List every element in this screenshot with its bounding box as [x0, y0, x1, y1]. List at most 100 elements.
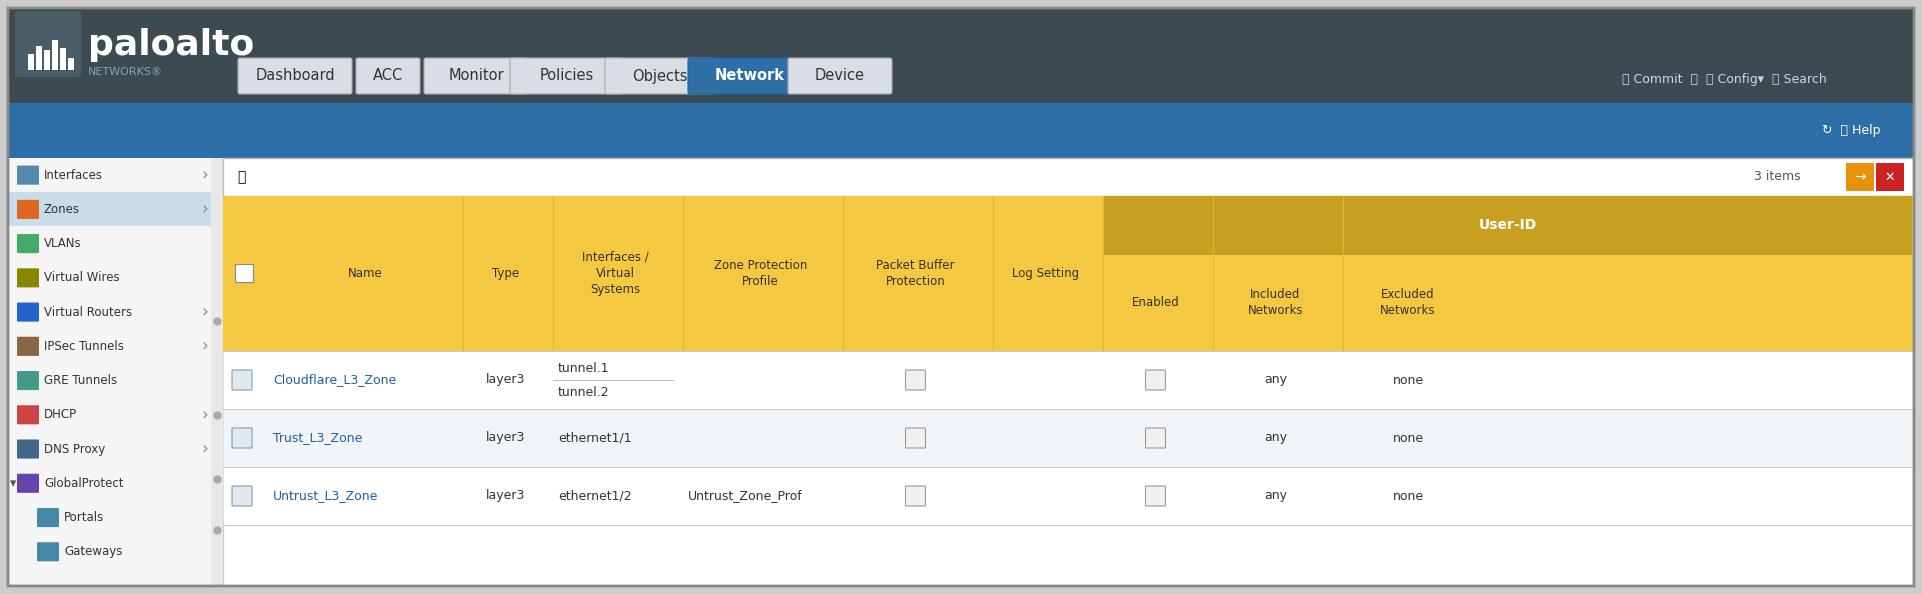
FancyBboxPatch shape: [1146, 428, 1165, 448]
Bar: [60, 48, 65, 70]
FancyBboxPatch shape: [37, 542, 60, 561]
Text: ›: ›: [202, 166, 208, 184]
Text: any: any: [1265, 431, 1288, 444]
Text: Virtual Wires: Virtual Wires: [44, 271, 119, 285]
FancyBboxPatch shape: [17, 302, 38, 321]
Text: Packet Buffer
Protection: Packet Buffer Protection: [876, 259, 955, 288]
FancyBboxPatch shape: [15, 11, 81, 77]
FancyBboxPatch shape: [905, 428, 926, 448]
Text: Interfaces /
Virtual
Systems: Interfaces / Virtual Systems: [582, 251, 650, 296]
Text: paloalto: paloalto: [88, 28, 254, 62]
FancyBboxPatch shape: [688, 58, 811, 94]
Text: GlobalProtect: GlobalProtect: [44, 477, 123, 490]
Bar: [8, 103, 1914, 158]
Text: ethernet1/2: ethernet1/2: [557, 489, 632, 503]
FancyBboxPatch shape: [238, 58, 352, 94]
Bar: [67, 58, 75, 70]
Text: Objects: Objects: [632, 68, 688, 84]
Bar: [211, 158, 223, 586]
Text: DNS Proxy: DNS Proxy: [44, 443, 106, 456]
Text: User-ID: User-ID: [1478, 219, 1536, 232]
FancyBboxPatch shape: [356, 58, 421, 94]
Bar: [44, 50, 50, 70]
Text: Trust_L3_Zone: Trust_L3_Zone: [273, 431, 363, 444]
Text: GRE Tunnels: GRE Tunnels: [44, 374, 117, 387]
Text: layer3: layer3: [486, 374, 525, 387]
Text: tunnel.2: tunnel.2: [557, 386, 609, 399]
FancyBboxPatch shape: [17, 440, 38, 459]
Text: Gateways: Gateways: [63, 545, 123, 558]
FancyBboxPatch shape: [233, 486, 252, 506]
Bar: [8, 158, 223, 586]
Text: 3 items: 3 items: [1755, 170, 1801, 184]
Text: Zones: Zones: [44, 203, 81, 216]
FancyBboxPatch shape: [905, 370, 926, 390]
Text: ethernet1/1: ethernet1/1: [557, 431, 632, 444]
FancyBboxPatch shape: [233, 428, 252, 448]
Text: Enabled: Enabled: [1132, 296, 1180, 309]
Text: Excluded
Networks: Excluded Networks: [1380, 289, 1436, 317]
FancyBboxPatch shape: [788, 58, 892, 94]
Text: any: any: [1265, 489, 1288, 503]
FancyBboxPatch shape: [509, 58, 625, 94]
Text: any: any: [1265, 374, 1288, 387]
Text: 🔒 Commit  🔑  🔍 Config▾  🔍 Search: 🔒 Commit 🔑 🔍 Config▾ 🔍 Search: [1622, 72, 1826, 86]
Bar: [223, 351, 1914, 409]
Text: Network: Network: [715, 68, 784, 84]
FancyBboxPatch shape: [17, 337, 38, 356]
Text: Cloudflare_L3_Zone: Cloudflare_L3_Zone: [273, 374, 396, 387]
Bar: [52, 40, 58, 70]
Text: Interfaces: Interfaces: [44, 169, 104, 182]
FancyBboxPatch shape: [1146, 486, 1165, 506]
Bar: [8, 8, 1914, 103]
Bar: [1845, 163, 1874, 191]
Text: ▾: ▾: [10, 477, 15, 490]
FancyBboxPatch shape: [17, 474, 38, 493]
Text: ›: ›: [202, 406, 208, 424]
Text: IPSec Tunnels: IPSec Tunnels: [44, 340, 123, 353]
Text: ↻  ⓘ Help: ↻ ⓘ Help: [1822, 124, 1880, 137]
Text: ›: ›: [202, 337, 208, 355]
Text: none: none: [1392, 374, 1424, 387]
Text: Zone Protection
Profile: Zone Protection Profile: [713, 259, 807, 288]
FancyBboxPatch shape: [17, 200, 38, 219]
Text: ›: ›: [202, 200, 208, 219]
Bar: [1876, 163, 1905, 191]
FancyBboxPatch shape: [233, 370, 252, 390]
Text: ACC: ACC: [373, 68, 404, 84]
FancyBboxPatch shape: [17, 268, 38, 287]
FancyBboxPatch shape: [605, 58, 713, 94]
FancyBboxPatch shape: [425, 58, 529, 94]
Text: tunnel.1: tunnel.1: [557, 362, 609, 375]
FancyBboxPatch shape: [37, 508, 60, 527]
Text: Monitor: Monitor: [448, 68, 504, 84]
Text: →: →: [1855, 170, 1866, 184]
FancyBboxPatch shape: [1146, 370, 1165, 390]
FancyBboxPatch shape: [17, 405, 38, 424]
Text: ›: ›: [202, 440, 208, 458]
Bar: [1103, 196, 1912, 255]
Text: Untrust_L3_Zone: Untrust_L3_Zone: [273, 489, 379, 503]
Bar: [223, 196, 1914, 351]
Text: DHCP: DHCP: [44, 408, 77, 421]
Text: Dashboard: Dashboard: [256, 68, 334, 84]
Bar: [37, 46, 42, 70]
Text: none: none: [1392, 431, 1424, 444]
Text: NETWORKS®: NETWORKS®: [88, 67, 163, 77]
Text: Included
Networks: Included Networks: [1247, 289, 1303, 317]
Bar: [223, 467, 1914, 525]
Text: Portals: Portals: [63, 511, 104, 524]
FancyBboxPatch shape: [17, 234, 38, 253]
FancyBboxPatch shape: [905, 486, 926, 506]
Text: Type: Type: [492, 267, 519, 280]
Text: Untrust_Zone_Prof: Untrust_Zone_Prof: [688, 489, 803, 503]
Text: Policies: Policies: [540, 68, 594, 84]
Text: Virtual Routers: Virtual Routers: [44, 305, 133, 318]
FancyBboxPatch shape: [17, 166, 38, 185]
Text: 🔍: 🔍: [236, 170, 246, 184]
Text: Device: Device: [815, 68, 865, 84]
Bar: [223, 158, 1914, 196]
Text: Name: Name: [348, 267, 382, 280]
Bar: [223, 525, 1914, 586]
Text: VLANs: VLANs: [44, 237, 81, 250]
